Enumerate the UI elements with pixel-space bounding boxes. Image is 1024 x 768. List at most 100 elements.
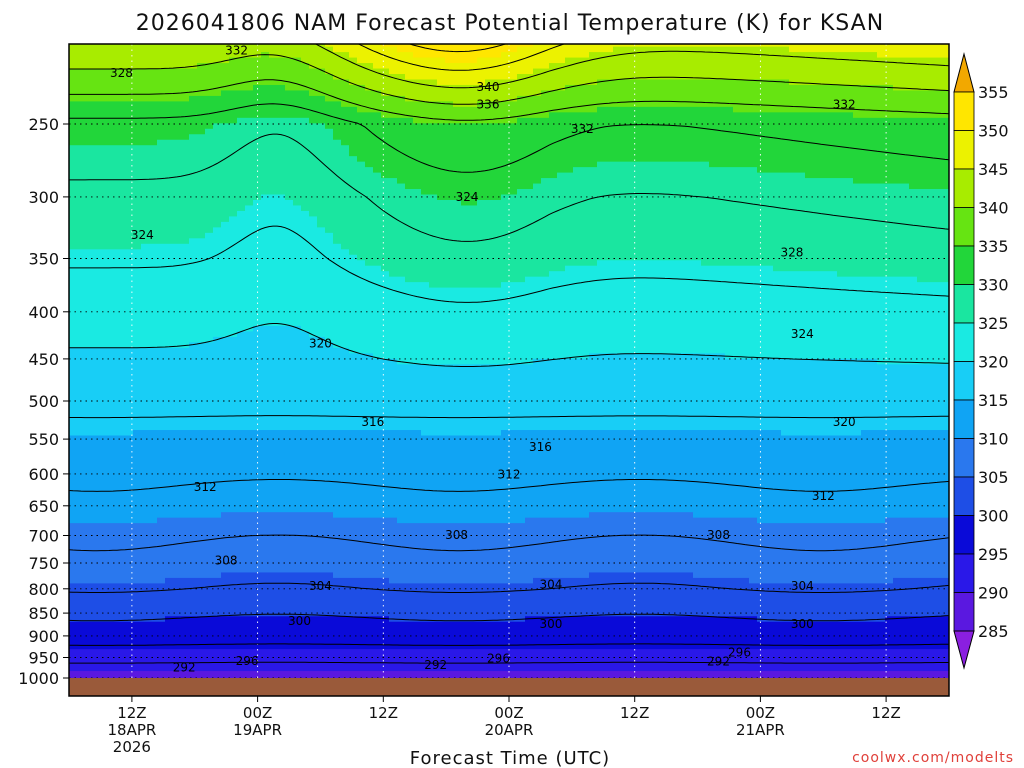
band-cell — [253, 534, 262, 541]
band-cell — [317, 238, 326, 245]
band-cell — [85, 435, 94, 442]
band-cell — [381, 402, 390, 409]
band-cell — [205, 440, 214, 448]
band-cell — [181, 408, 190, 415]
band-cell — [277, 293, 286, 300]
band-cell — [189, 380, 198, 387]
band-cell — [157, 221, 166, 228]
band-cell — [101, 106, 110, 113]
band-cell — [221, 556, 230, 563]
plot-area — [69, 36, 949, 696]
band-cell — [397, 287, 406, 294]
band-cell — [165, 468, 174, 475]
band-cell — [93, 386, 102, 393]
band-cell — [317, 435, 326, 442]
band-cell — [141, 84, 150, 92]
band-cell — [197, 254, 206, 261]
band-cell — [373, 545, 382, 552]
band-cell — [141, 550, 150, 557]
band-cell — [349, 490, 358, 497]
band-cell — [77, 386, 86, 393]
band-cell — [85, 517, 94, 524]
band-cell — [277, 189, 286, 196]
band-cell — [373, 506, 382, 513]
band-cell — [261, 468, 270, 475]
band-cell — [101, 545, 110, 552]
band-cell — [77, 397, 86, 404]
band-cell — [141, 671, 150, 678]
band-cell — [109, 583, 118, 590]
band-cell — [213, 397, 222, 404]
band-cell — [365, 336, 374, 343]
band-cell — [237, 375, 246, 382]
band-cell — [109, 232, 118, 239]
band-cell — [189, 364, 198, 371]
band-cell — [373, 627, 382, 634]
band-cell — [69, 517, 78, 524]
band-cell — [341, 90, 350, 97]
band-cell — [77, 249, 86, 256]
band-cell — [205, 506, 214, 513]
band-cell — [85, 451, 94, 459]
band-cell — [149, 391, 158, 398]
band-cell — [293, 358, 302, 365]
band-cell — [101, 216, 110, 223]
band-cell — [149, 621, 158, 628]
band-cell — [229, 599, 238, 606]
band-cell — [149, 216, 158, 223]
band-cell — [125, 128, 134, 135]
band-cell — [109, 523, 118, 530]
band-cell — [205, 161, 214, 168]
band-cell — [237, 134, 246, 141]
band-cell — [141, 172, 150, 179]
band-cell — [269, 216, 278, 223]
band-cell — [309, 588, 318, 595]
band-cell — [181, 238, 190, 245]
band-cell — [325, 46, 334, 53]
band-cell — [245, 265, 254, 272]
band-cell — [213, 128, 222, 135]
band-cell — [357, 517, 366, 524]
band-cell — [317, 260, 326, 267]
band-cell — [253, 495, 262, 502]
band-cell — [173, 364, 182, 371]
band-cell — [317, 342, 326, 349]
band-cell — [261, 189, 270, 196]
band-cell — [269, 254, 278, 261]
band-cell — [245, 36, 254, 42]
band-cell — [285, 309, 294, 316]
band-cell — [181, 468, 190, 475]
band-cell — [253, 331, 262, 338]
band-cell — [325, 265, 334, 272]
band-cell — [93, 63, 102, 70]
band-cell — [157, 161, 166, 168]
band-cell — [69, 161, 78, 168]
band-cell — [93, 282, 102, 289]
band-cell — [381, 539, 390, 546]
band-cell — [141, 501, 150, 508]
band-cell — [349, 68, 358, 75]
band-cell — [157, 545, 166, 552]
band-cell — [85, 101, 94, 108]
band-cell — [213, 315, 222, 322]
band-cell — [109, 517, 118, 524]
band-cell — [261, 304, 270, 311]
band-cell — [85, 430, 94, 437]
band-cell — [197, 364, 206, 371]
band-cell — [205, 572, 214, 579]
band-cell — [269, 616, 278, 623]
band-cell — [349, 660, 358, 667]
band-cell — [157, 227, 166, 234]
band-cell — [293, 128, 302, 135]
band-cell — [261, 627, 270, 634]
band-cell — [237, 610, 246, 617]
band-cell — [269, 605, 278, 612]
band-cell — [277, 369, 286, 376]
band-cell — [357, 440, 366, 448]
band-cell — [189, 408, 198, 415]
band-cell — [293, 517, 302, 524]
band-cell — [269, 90, 278, 97]
band-cell — [221, 440, 230, 448]
band-cell — [325, 183, 334, 190]
band-cell — [109, 331, 118, 338]
